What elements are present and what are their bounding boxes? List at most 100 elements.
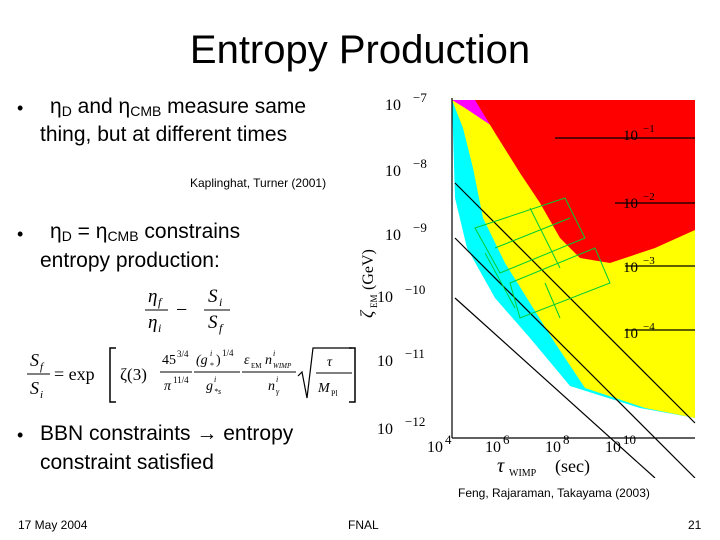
x-tick-exp: 10 (623, 432, 636, 447)
y-tick-exp: −9 (413, 220, 427, 235)
eq2-g-bot: g (206, 379, 213, 394)
y-axis-label-group: ζ EM (GeV) (357, 249, 379, 318)
eta-d-symbol: η (50, 220, 62, 243)
citation-kaplinghat: Kaplinghat, Turner (2001) (190, 176, 327, 190)
bullet-3-dot: • (17, 425, 24, 445)
eta-d-subscript: D (61, 228, 72, 244)
slide-title: Entropy Production (189, 28, 531, 72)
bullet-2-line-1: ηD = ηCMB constrains (50, 219, 240, 246)
eq1-eta-i: η (148, 312, 157, 333)
eq2-n-top: n (265, 353, 272, 368)
y-tick-exp: −12 (405, 414, 425, 429)
eq2-n-bot-sub: γ (276, 387, 280, 396)
x-tick-exp: 8 (563, 432, 570, 447)
y-tick: 10 (385, 227, 401, 244)
eq2-n-top-sup: i (273, 349, 275, 358)
eta-cmb-subscript: CMB (130, 103, 162, 119)
arrow-right-icon: → (196, 422, 218, 445)
eq1-sub-f2: f (219, 321, 224, 335)
footer-date: 17 May 2004 (18, 518, 88, 532)
contour-label: 10 (623, 326, 638, 342)
x-axis-label: τ (497, 455, 505, 477)
bullet-3-line-1: BBN constraints → entropy (40, 421, 293, 447)
y-tick-labels: 10 −7 10 −8 10 −9 10 −10 10 −11 10 −12 (377, 90, 427, 438)
footer-venue: FNAL (348, 518, 379, 532)
contour-labels: 10 −1 10 −2 10 −3 10 −4 (623, 123, 655, 342)
y-tick-exp: −10 (405, 282, 425, 297)
eq1-minus: − (176, 299, 187, 321)
page-number: 21 (688, 518, 702, 532)
eq2-equals-exp: = exp (54, 364, 95, 384)
y-tick-exp: −11 (405, 346, 425, 361)
eta-d-subscript: D (61, 103, 72, 119)
red-region (475, 100, 695, 263)
x-tick: 10 (545, 439, 561, 456)
measure-text: measure same (161, 95, 307, 118)
eta-cmb-subscript: CMB (107, 228, 139, 244)
contour-lines (454, 137, 696, 478)
y-tick: 10 (385, 163, 401, 180)
y-tick-exp: −8 (413, 156, 427, 171)
green-grid (474, 197, 611, 319)
x-tick: 10 (605, 439, 621, 456)
contour-label: 10 (623, 128, 638, 144)
eta-d-symbol: η (50, 95, 62, 118)
eq2-eps-sub: EM (251, 362, 262, 370)
eq2-g-bot-sub: *s (214, 387, 221, 396)
eq2-den-exp: 11/4 (173, 375, 189, 385)
x-tick: 10 (485, 439, 501, 456)
eq2-lhs-top-sub: f (40, 361, 45, 373)
eq2-num-exp: 3/4 (177, 349, 189, 359)
contour-label-exp: −2 (643, 191, 655, 203)
x-axis-label-sub: WIMP (509, 468, 537, 478)
contour-label: 10 (623, 260, 638, 276)
equation-eta-entropy: η f η i − S i S f (145, 286, 230, 335)
y-axis-label: ζ (357, 309, 377, 318)
x-tick: 10 (427, 439, 443, 456)
x-axis-unit: (sec) (555, 456, 590, 477)
contour-label: 10 (623, 196, 638, 212)
eq2-g-top-paren: ) (216, 353, 221, 368)
contour-label-exp: −4 (643, 321, 655, 333)
eq2-n-bot: n (268, 379, 275, 394)
y-tick-exp: −7 (413, 90, 427, 105)
eq2-m: M (317, 381, 331, 396)
eq1-eta-f: η (148, 286, 157, 307)
y-axis-label-sub: EM (369, 295, 379, 309)
eq1-s-f: S (208, 312, 218, 333)
eq2-zeta: ζ(3) (120, 365, 147, 384)
eq2-lhs-bot: S (30, 378, 39, 398)
eq1-s-i: S (208, 286, 218, 307)
y-tick: 10 (377, 421, 393, 438)
constraint-plot: 10 −7 10 −8 10 −9 10 −10 10 −11 10 −12 1… (357, 90, 696, 478)
eq2-den: π (164, 379, 172, 394)
contour-label-exp: −1 (643, 123, 655, 135)
bullet-2-dot: • (17, 224, 24, 244)
eq2-m-sub: Pl (331, 389, 338, 398)
eq1-sub-i2: i (219, 295, 222, 309)
y-tick: 10 (377, 353, 393, 370)
eq2-n-top-sub: WIMP (273, 362, 292, 370)
y-axis-unit: (GeV) (360, 249, 377, 290)
eq2-g-top-sub: * (210, 361, 214, 370)
eq2-g-top: (g (196, 353, 208, 368)
eq2-g-bot-sup: i (214, 375, 216, 384)
x-tick-exp: 6 (503, 432, 510, 447)
eq2-num: 45 (162, 353, 176, 368)
eq2-lhs-top: S (30, 350, 39, 370)
equation-entropy-ratio: S f S i = exp ζ(3) 45 3/4 π 11/4 (g * i … (27, 347, 356, 403)
eq2-tau: τ (327, 355, 333, 370)
bullet-1-line-1: ηD and ηCMB measure same (50, 94, 306, 121)
constrains-text: constrains (138, 220, 241, 243)
citation-feng: Feng, Rajaraman, Takayama (2003) (458, 486, 650, 500)
bullet-3-line-2: constraint satisfied (40, 451, 214, 474)
contour-label-exp: −3 (643, 255, 655, 267)
eq2-eps: ε (244, 353, 250, 368)
bullet-2-line-2: entropy production: (40, 249, 220, 272)
eq2-n-bot-sup: i (276, 375, 278, 384)
eq1-sub-f: f (158, 295, 163, 309)
y-tick: 10 (385, 97, 401, 114)
bullet-1-line-2: thing, but at different times (40, 123, 288, 146)
y-tick: 10 (377, 289, 393, 306)
eta-cmb-symbol: η (95, 220, 108, 243)
